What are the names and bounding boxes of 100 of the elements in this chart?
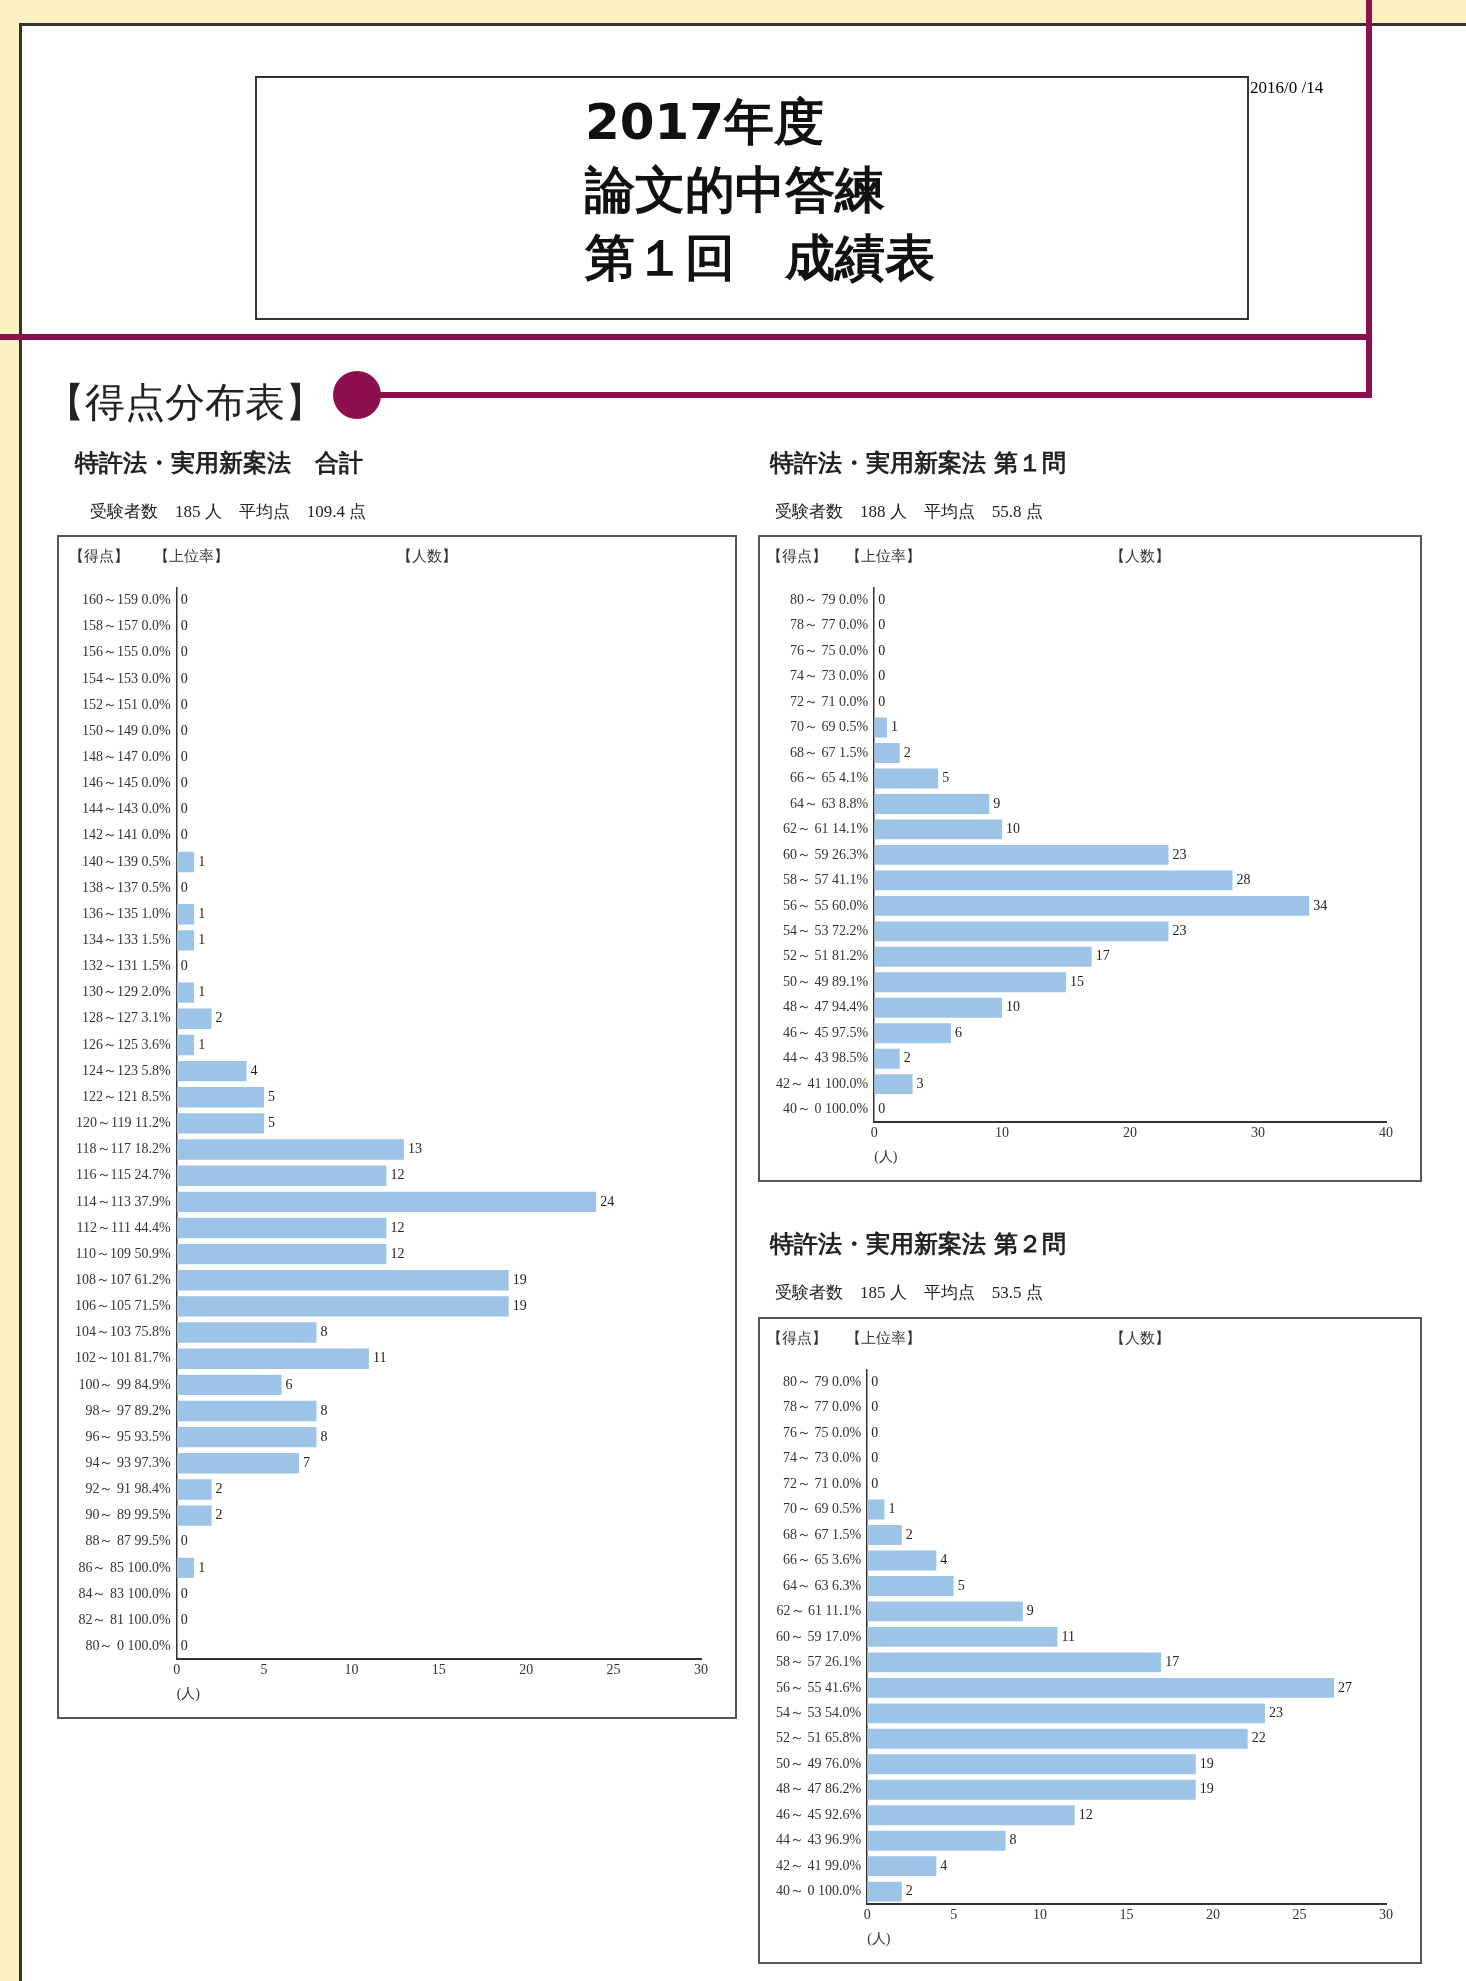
y-tick-label: 56～ 55 60.0% xyxy=(782,897,869,913)
data-label: 2 xyxy=(215,1010,223,1026)
bar xyxy=(176,1479,212,1500)
y-tick-label: 154～153 0.0% xyxy=(81,670,171,686)
x-tick-label: 30 xyxy=(1379,1907,1393,1923)
data-label: 19 xyxy=(512,1298,527,1314)
data-label: 6 xyxy=(954,1024,962,1040)
text: 【人数】 xyxy=(1110,547,1170,566)
y-tick-label: 40～ 0 100.0% xyxy=(775,1883,862,1899)
bar xyxy=(176,1453,300,1474)
data-label: 2 xyxy=(215,1481,223,1497)
bar xyxy=(867,1728,1248,1749)
chart-subtitle: 受験者数 185 人 平均点 109.4 点 xyxy=(90,501,367,523)
chart-subtitle: 受験者数 185 人 平均点 53.5 点 xyxy=(775,1282,1043,1304)
y-tick-label: 46～ 45 92.6% xyxy=(775,1806,862,1822)
bar xyxy=(176,1060,247,1082)
y-tick-label: 86～ 85 100.0% xyxy=(78,1559,171,1575)
bar xyxy=(867,1652,1162,1673)
x-tick-label: 15 xyxy=(431,1662,446,1678)
y-tick-label: 78～ 77 0.0% xyxy=(789,617,869,633)
data-label: 0 xyxy=(180,1585,188,1601)
text: 【得点】 xyxy=(767,1329,827,1348)
y-tick-label: 66～ 65 3.6% xyxy=(782,1552,862,1568)
data-label: 12 xyxy=(390,1245,405,1261)
y-tick-label: 70～ 69 0.5% xyxy=(782,1501,862,1517)
bar xyxy=(176,1557,195,1579)
bar xyxy=(176,851,195,873)
data-label: 9 xyxy=(993,795,1001,811)
y-tick-label: 58～ 57 26.1% xyxy=(775,1654,862,1670)
bar xyxy=(867,1779,1196,1800)
bar xyxy=(867,1576,954,1596)
data-label: 2 xyxy=(905,1526,913,1542)
bar xyxy=(176,1191,597,1213)
bar xyxy=(874,717,887,738)
bar xyxy=(874,1048,900,1069)
x-tick-label: 30 xyxy=(1251,1125,1266,1141)
y-tick-label: 120～119 11.2% xyxy=(76,1115,171,1131)
data-label: 4 xyxy=(940,1857,948,1873)
data-label: 15 xyxy=(1070,973,1085,989)
text: 【上位率】 xyxy=(846,1329,921,1348)
bar xyxy=(874,844,1169,865)
y-tick-label: 40～ 0 100.0% xyxy=(782,1101,869,1117)
y-tick-label: 102～101 81.7% xyxy=(74,1350,171,1366)
y-tick-label: 48～ 47 94.4% xyxy=(782,999,869,1015)
y-tick-label: 98～ 97 89.2% xyxy=(85,1402,171,1418)
data-label: 5 xyxy=(268,1115,276,1131)
bar xyxy=(867,1601,1023,1622)
bar xyxy=(867,1805,1075,1826)
x-axis-title: (人) xyxy=(176,1686,201,1703)
bar xyxy=(867,1525,902,1545)
data-label: 4 xyxy=(250,1062,258,1078)
y-tick-label: 80～ 0 100.0% xyxy=(85,1638,171,1653)
y-tick-label: 156～155 0.0% xyxy=(81,644,171,660)
data-label: 1 xyxy=(888,1501,896,1517)
bar xyxy=(176,1322,317,1343)
bar xyxy=(874,972,1067,993)
bar xyxy=(176,1008,212,1030)
data-label: 6 xyxy=(285,1376,293,1392)
y-tick-label: 104～103 75.8% xyxy=(74,1324,171,1340)
data-label: 12 xyxy=(1078,1806,1093,1822)
bar xyxy=(874,870,1233,891)
bar xyxy=(176,1217,387,1239)
y-tick-label: 152～151 0.0% xyxy=(81,696,171,712)
y-tick-label: 116～115 24.7% xyxy=(76,1167,171,1183)
data-label: 11 xyxy=(1061,1628,1075,1644)
data-label: 0 xyxy=(878,1101,886,1117)
data-label: 3 xyxy=(916,1075,924,1091)
data-label: 19 xyxy=(512,1271,527,1287)
data-label: 8 xyxy=(320,1428,328,1444)
y-tick-label: 80～ 79 0.0% xyxy=(789,591,869,607)
data-label: 24 xyxy=(600,1193,615,1209)
bar xyxy=(867,1550,937,1571)
bar xyxy=(176,982,195,1003)
y-tick-label: 62～ 61 14.1% xyxy=(782,821,869,837)
y-tick-label: 128～127 3.1% xyxy=(81,1010,171,1026)
y-tick-label: 42～ 41 100.0% xyxy=(775,1075,869,1091)
bar xyxy=(176,1139,404,1160)
bar xyxy=(867,1881,902,1902)
x-tick-label: 0 xyxy=(173,1662,181,1678)
y-tick-label: 78～ 77 0.0% xyxy=(782,1399,862,1415)
y-tick-label: 52～ 51 65.8% xyxy=(775,1730,862,1746)
data-label: 2 xyxy=(905,1883,913,1899)
y-tick-label: 136～135 1.0% xyxy=(81,905,171,921)
x-tick-label: 20 xyxy=(519,1662,534,1678)
data-label: 0 xyxy=(871,1450,879,1466)
bar xyxy=(176,1426,317,1448)
y-tick-label: 46～ 45 97.5% xyxy=(782,1024,869,1040)
bar xyxy=(176,904,195,925)
bar xyxy=(176,1270,509,1291)
data-label: 1 xyxy=(198,1036,206,1052)
data-label: 1 xyxy=(890,719,898,735)
y-tick-label: 142～141 0.0% xyxy=(81,827,171,843)
y-tick-label: 150～149 0.0% xyxy=(81,722,171,738)
bar xyxy=(176,1165,387,1186)
bar xyxy=(176,1374,282,1396)
bar xyxy=(867,1754,1196,1775)
y-tick-label: 62～ 61 11.1% xyxy=(776,1603,862,1619)
y-tick-label: 64～ 63 6.3% xyxy=(782,1577,862,1593)
y-tick-label: 96～ 95 93.5% xyxy=(85,1428,171,1444)
data-label: 0 xyxy=(180,722,188,738)
